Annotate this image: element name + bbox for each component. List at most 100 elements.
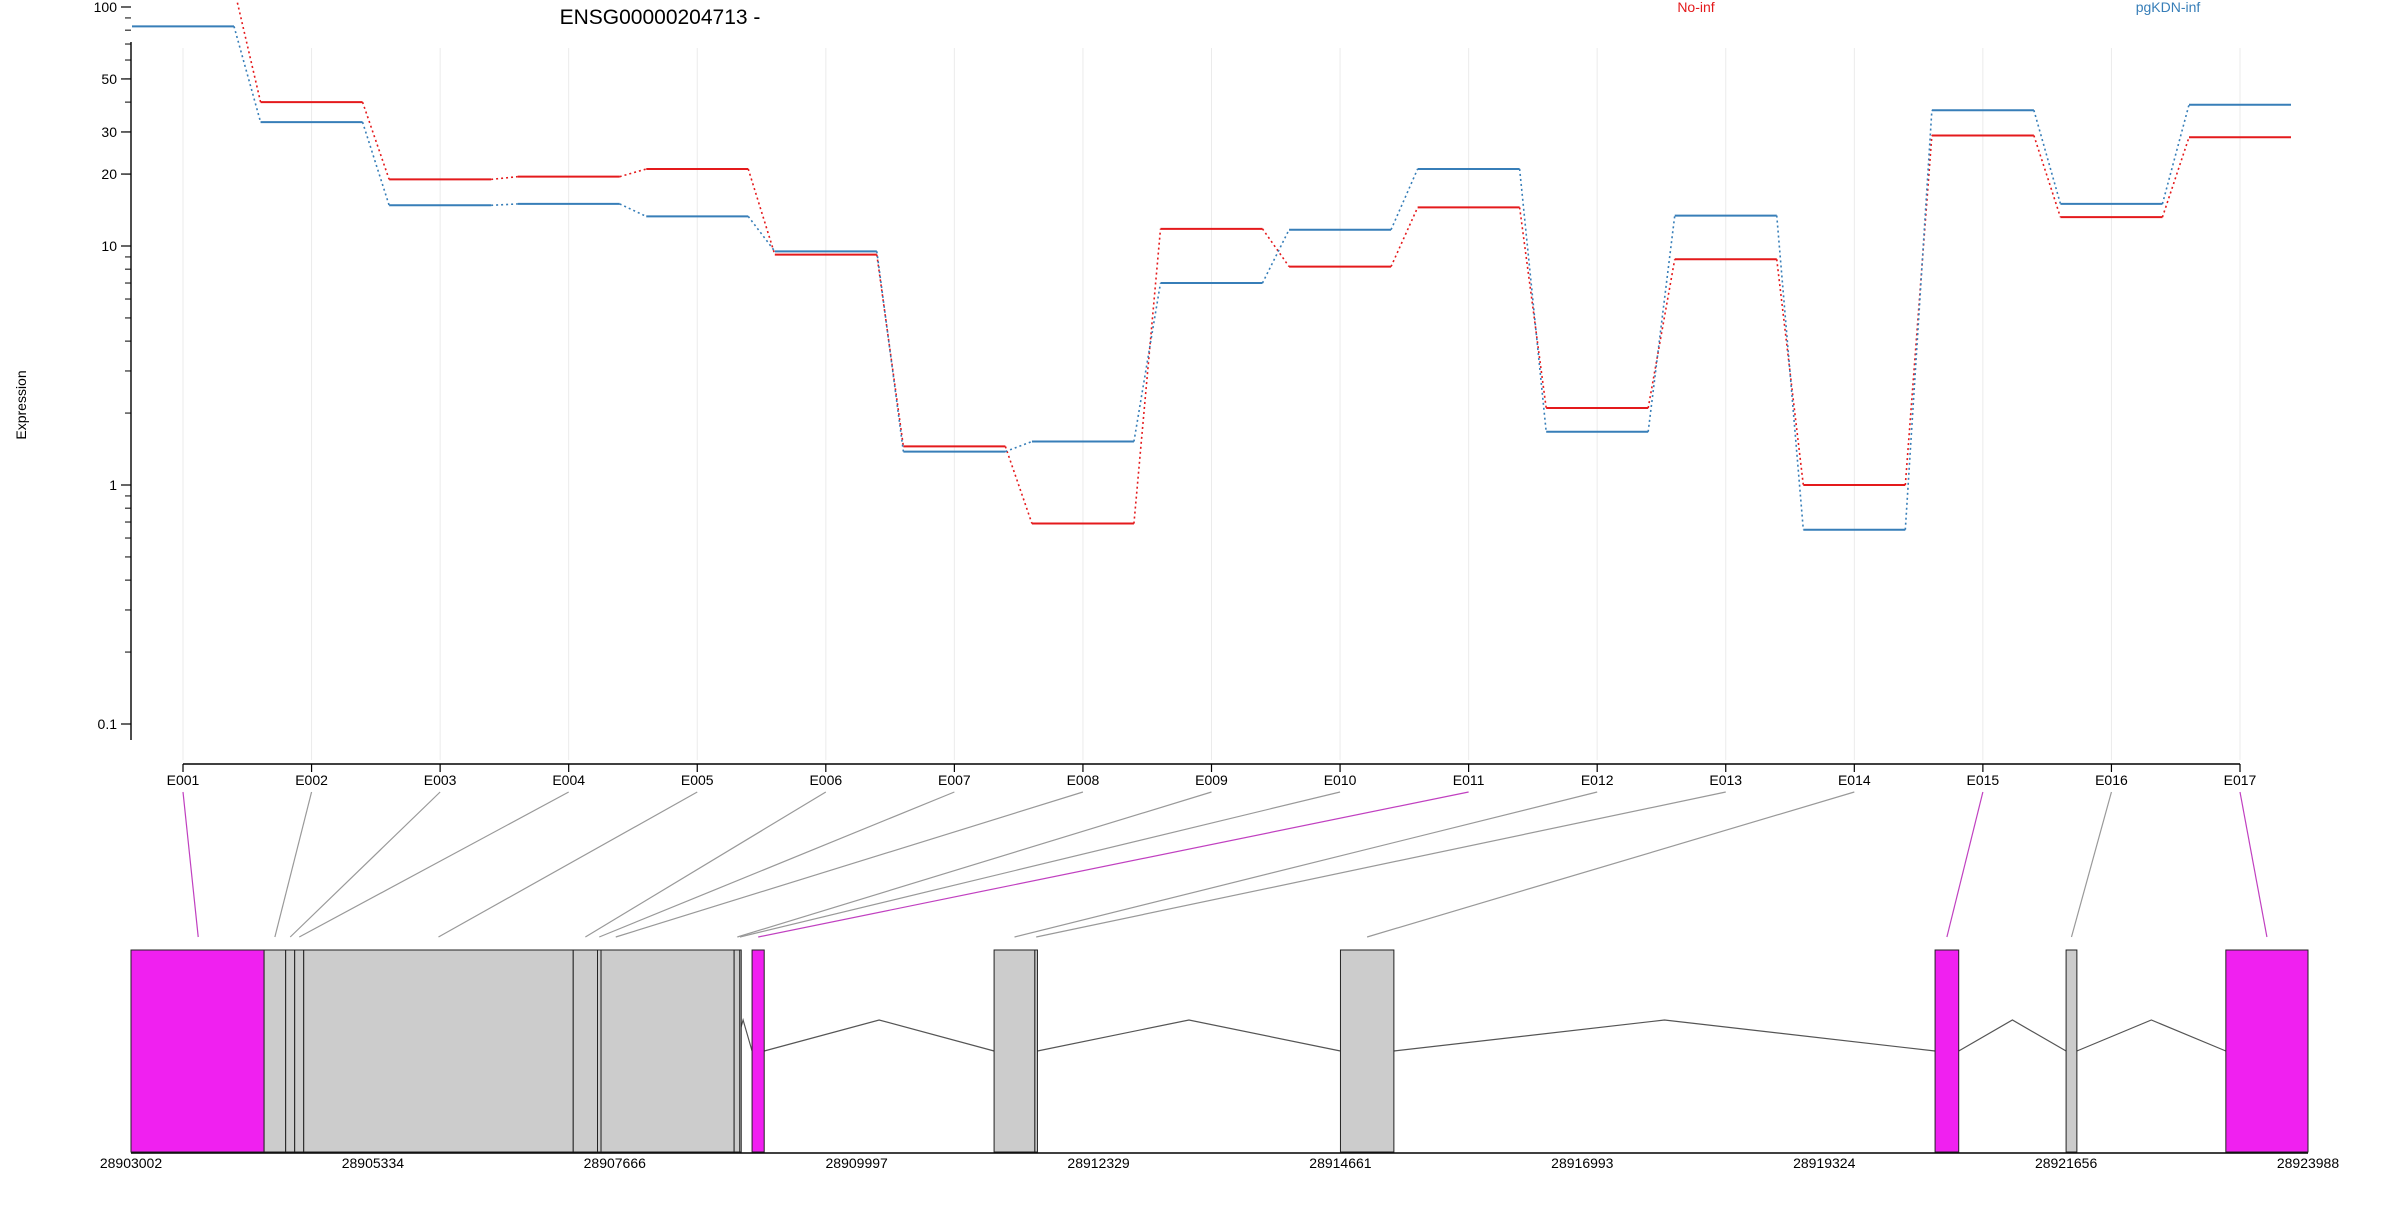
series-0-connector <box>2161 137 2190 218</box>
exon-connector-e014 <box>1366 791 1855 938</box>
series-1-connector <box>361 121 390 206</box>
series-1-connector <box>876 251 905 452</box>
x-tick-label-e001: E001 <box>167 772 200 788</box>
series-0-connector <box>235 0 262 103</box>
exon-e013 <box>1034 949 1038 1153</box>
series-1-connector <box>1904 110 1933 530</box>
exon-connector-e010 <box>739 791 1341 938</box>
x-tick-label-e008: E008 <box>1067 772 1100 788</box>
exon-connector-e009 <box>737 791 1212 938</box>
series-1-connector <box>2033 109 2062 205</box>
chart-title: ENSG00000204713 - <box>560 6 761 29</box>
genomic-coordinate-label: 28909997 <box>826 1155 889 1171</box>
series-0-connector <box>2033 135 2062 218</box>
series-1-connector <box>1775 215 1805 530</box>
exon-connector-e005 <box>438 791 698 938</box>
series-0-connector <box>619 168 647 178</box>
series-0-connector <box>747 168 776 255</box>
x-tick-label-e007: E007 <box>938 772 971 788</box>
series-1-connector <box>1647 215 1676 432</box>
exon-e010 <box>739 949 742 1153</box>
exon-e006 <box>572 949 599 1153</box>
genomic-coordinate-label: 28903002 <box>100 1155 163 1171</box>
series-0-connector <box>1904 135 1933 486</box>
exon-e004 <box>294 949 305 1153</box>
exon-connector-e017 <box>2239 791 2268 938</box>
y-tick-label: 100 <box>94 0 118 15</box>
series-no-inf <box>235 0 2291 525</box>
x-tick-label-e013: E013 <box>1709 772 1742 788</box>
intron-4 <box>1393 1019 1936 1052</box>
series-1-connector <box>619 203 647 218</box>
x-tick-label-e004: E004 <box>552 772 585 788</box>
series-1-connector <box>1261 229 1290 284</box>
y-tick-label: 1 <box>109 477 117 493</box>
series-1-connector <box>1518 168 1547 432</box>
exon-connector-e007 <box>599 791 955 938</box>
y-tick-label: 20 <box>101 166 117 182</box>
x-tick-label-e012: E012 <box>1581 772 1614 788</box>
x-tick-label-e017: E017 <box>2224 772 2257 788</box>
exon-e017 <box>2225 949 2309 1153</box>
x-tick-label-e016: E016 <box>2095 772 2128 788</box>
exon-connector-e011 <box>758 791 1469 938</box>
genomic-coordinate-label: 28914661 <box>1309 1155 1372 1171</box>
series-1-connector <box>1133 282 1162 442</box>
grid-layer <box>182 48 2241 760</box>
genomic-coordinate-label: 28916993 <box>1551 1155 1614 1171</box>
y-tick-label: 10 <box>101 238 117 254</box>
series-0-connector <box>1775 259 1805 486</box>
exon-connector-e001 <box>182 791 199 938</box>
x-tick-label-e011: E011 <box>1453 772 1485 788</box>
exon-connector-e016 <box>2070 791 2113 938</box>
series-1-connector <box>2161 104 2190 205</box>
y-tick-label: 0.1 <box>98 716 118 732</box>
axes-layer: 0.1 1 10 20 30 50 100 E001 E002 E003 E004 E005 E006 E… <box>94 0 2257 788</box>
genomic-coordinate-label: 28919324 <box>1793 1155 1856 1171</box>
exon-e005 <box>303 949 574 1153</box>
series-0-connector <box>491 175 518 181</box>
legend-label-no-inf: No-inf <box>1677 0 1714 15</box>
x-tick-label-e010: E010 <box>1324 772 1357 788</box>
genomic-coordinate-label: 28912329 <box>1067 1155 1130 1171</box>
exon-e012 <box>993 949 1036 1153</box>
exon-connector-e002 <box>274 791 313 938</box>
intron-6 <box>2076 1019 2227 1052</box>
series-1-connector <box>747 215 776 252</box>
x-tick-label-e006: E006 <box>809 772 842 788</box>
y-axis-label: Expression <box>13 370 29 439</box>
series-1-connector <box>233 26 262 123</box>
x-tick-label-e014: E014 <box>1838 772 1871 788</box>
genomic-coordinate-label: 28907666 <box>584 1155 647 1171</box>
exon-e014 <box>1339 949 1395 1153</box>
series-0-connector <box>361 101 390 180</box>
series-layer <box>132 0 2291 531</box>
exon-connector-e012 <box>1014 791 1598 938</box>
gene-model: 28903002 28905334 28907666 28909997 28912329… <box>100 949 2339 1171</box>
series-0-connector <box>1390 207 1419 267</box>
exon-connector-e013 <box>1036 791 1726 938</box>
exon-e002 <box>263 949 287 1153</box>
genomic-coordinate-label: 28905334 <box>342 1155 405 1171</box>
series-0-connector <box>1647 259 1676 409</box>
series-0-connector <box>1261 228 1290 268</box>
exon-connector-e004 <box>298 791 569 938</box>
intron-5 <box>1958 1019 2067 1052</box>
exon-e001 <box>130 949 265 1153</box>
intron-3 <box>1037 1019 1341 1052</box>
connector-layer <box>182 791 2268 938</box>
exon-e016 <box>2065 949 2078 1153</box>
exon-connector-e015 <box>1946 791 1984 938</box>
x-tick-label-e005: E005 <box>681 772 714 788</box>
exon-connector-e003 <box>289 791 441 938</box>
series-0-connector <box>1133 228 1162 524</box>
series-1-connector <box>491 203 518 207</box>
x-tick-label-e009: E009 <box>1195 772 1228 788</box>
exon-e015 <box>1934 949 1960 1153</box>
exon-connector-e006 <box>585 791 827 938</box>
exon-e008 <box>600 949 735 1153</box>
genomic-coordinate-label: 28921656 <box>2035 1155 2098 1171</box>
series-pgkdn-inf <box>132 25 2291 531</box>
